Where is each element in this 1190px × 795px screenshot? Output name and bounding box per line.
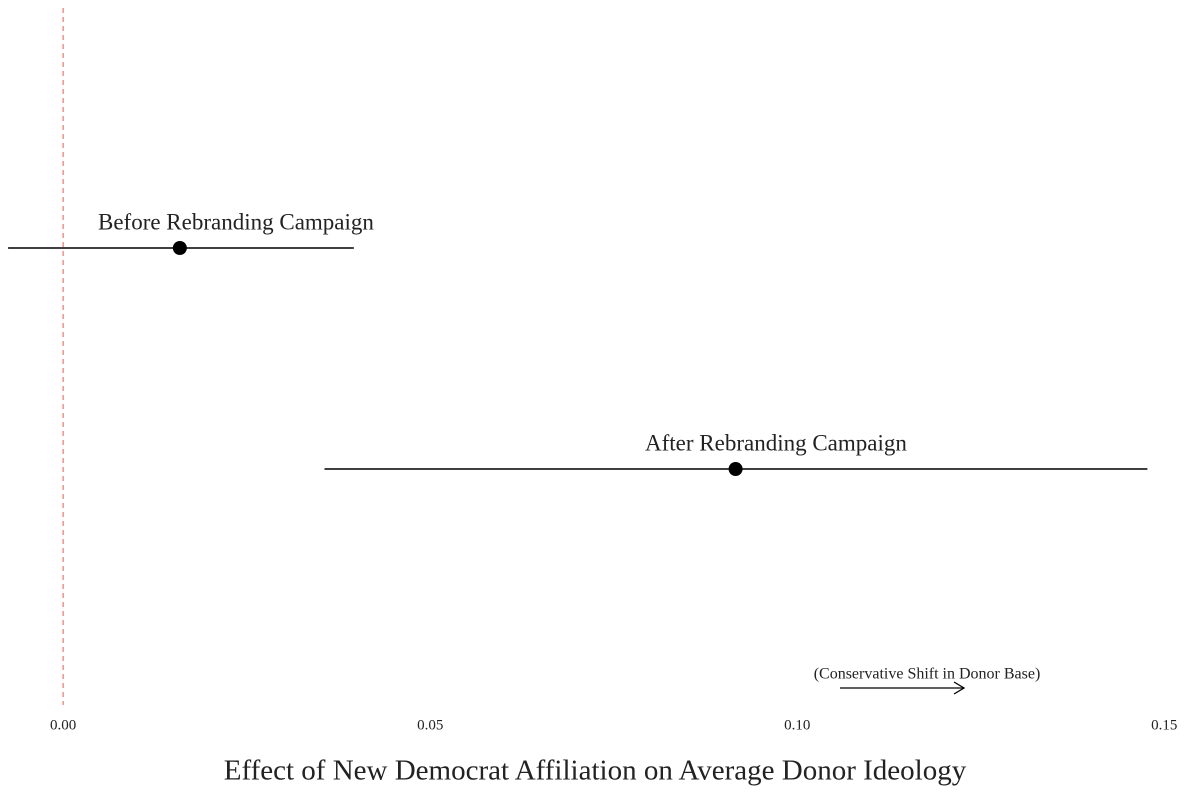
x-tick-label: 0.05 <box>417 717 443 733</box>
x-axis-label: Effect of New Democrat Affiliation on Av… <box>224 755 967 787</box>
point-estimate <box>728 462 743 476</box>
category-label: Before Rebranding Campaign <box>98 209 374 234</box>
annotation: (Conservative Shift in Donor Base) <box>814 666 1041 683</box>
x-tick-label: 0.00 <box>50 717 76 733</box>
annotation-arrow <box>840 681 966 695</box>
x-tick-label: 0.15 <box>1151 717 1177 733</box>
point-estimate <box>172 241 187 255</box>
category-label: After Rebranding Campaign <box>645 430 907 455</box>
arrow-head <box>953 681 966 695</box>
x-tick-label: 0.10 <box>784 717 810 733</box>
